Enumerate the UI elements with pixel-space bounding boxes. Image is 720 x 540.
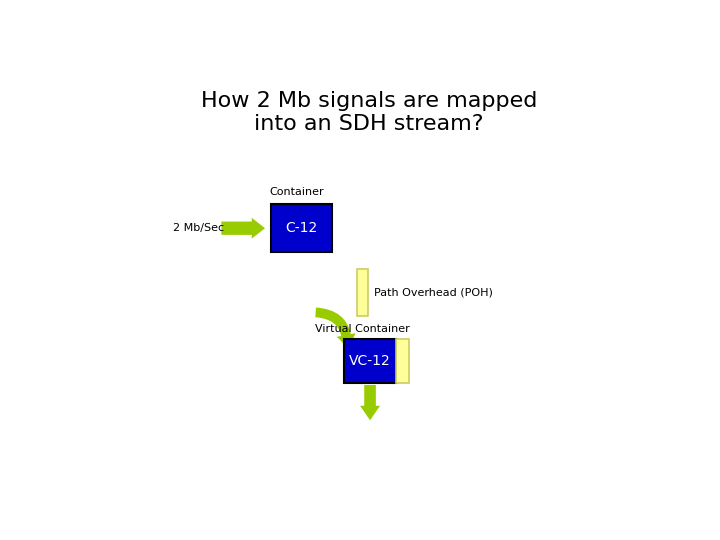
FancyArrowPatch shape bbox=[315, 307, 356, 349]
FancyArrow shape bbox=[360, 385, 380, 420]
Bar bbox=[356, 268, 368, 316]
Text: How 2 Mb signals are mapped
into an SDH stream?: How 2 Mb signals are mapped into an SDH … bbox=[201, 91, 537, 134]
Text: VC-12: VC-12 bbox=[349, 354, 391, 368]
Bar bbox=[344, 339, 396, 383]
Text: C-12: C-12 bbox=[285, 221, 318, 235]
Bar bbox=[396, 339, 408, 383]
Text: Container: Container bbox=[269, 187, 323, 197]
Text: Virtual Container: Virtual Container bbox=[315, 324, 410, 334]
FancyArrow shape bbox=[221, 218, 265, 239]
Text: Path Overhead (POH): Path Overhead (POH) bbox=[374, 287, 493, 298]
Bar bbox=[271, 204, 332, 252]
Text: 2 Mb/Sec: 2 Mb/Sec bbox=[173, 223, 224, 233]
